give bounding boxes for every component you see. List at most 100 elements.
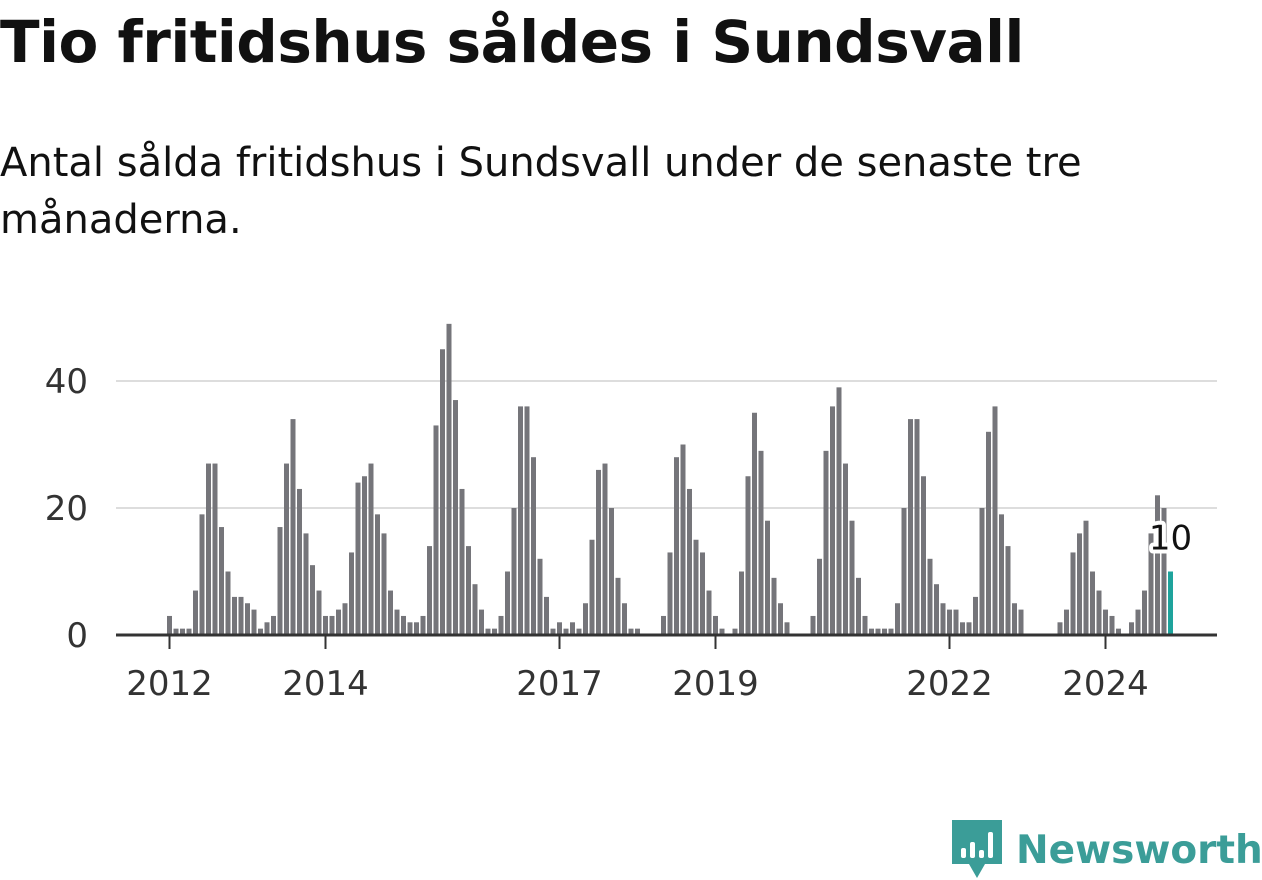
- bar: [667, 552, 673, 635]
- bar: [323, 615, 328, 635]
- bar: [1161, 508, 1167, 635]
- bar: [388, 590, 393, 635]
- bar: [1057, 622, 1063, 635]
- grid-lines: [116, 380, 1217, 509]
- bar: [940, 603, 946, 635]
- bar: [1077, 533, 1082, 635]
- bar: [511, 508, 517, 635]
- bar: [193, 590, 198, 635]
- bar: [349, 552, 354, 635]
- bar: [758, 450, 764, 635]
- bar: [446, 323, 452, 635]
- bar: [271, 615, 276, 635]
- bar: [732, 628, 738, 635]
- bar: [1148, 533, 1154, 635]
- bar: [479, 609, 484, 635]
- bar: [199, 514, 205, 635]
- bar: [375, 514, 380, 635]
- bar: [420, 615, 426, 635]
- bar: [810, 615, 816, 635]
- bar: [485, 628, 491, 635]
- bar: [960, 622, 965, 635]
- x-tick-label-2012: 2012: [126, 664, 213, 704]
- x-tick-label-2017: 2017: [516, 664, 603, 704]
- bar: [238, 596, 244, 635]
- bar-chart-speech-bubble-icon: [952, 820, 1002, 878]
- highlight-value-label: 10: [1149, 519, 1192, 559]
- bar: [622, 603, 627, 635]
- y-tick-label-20: 20: [45, 489, 88, 529]
- bar: [537, 558, 543, 635]
- bar: [856, 577, 861, 635]
- bar: [693, 539, 699, 635]
- bar: [1096, 590, 1102, 635]
- bar: [602, 463, 608, 635]
- bar: [180, 628, 185, 635]
- bar: [635, 628, 640, 635]
- bar: [1155, 495, 1160, 635]
- bar: [459, 488, 465, 635]
- bar: [277, 527, 283, 635]
- bar: [869, 628, 874, 635]
- bar: [206, 463, 211, 635]
- bar: [466, 546, 471, 635]
- bar: [745, 476, 751, 635]
- bar: [778, 603, 783, 635]
- bar: [394, 609, 400, 635]
- bar: [251, 609, 257, 635]
- bar: [440, 349, 445, 635]
- bar: [433, 425, 439, 635]
- bar: [843, 463, 848, 635]
- bar: [1135, 609, 1141, 635]
- bar: [706, 590, 712, 635]
- bar: [1103, 609, 1108, 635]
- bar: [167, 615, 172, 635]
- bar: [498, 615, 504, 635]
- y-tick-label-0: 0: [66, 616, 88, 656]
- x-tick-label-2014: 2014: [282, 664, 369, 704]
- bar: [862, 615, 868, 635]
- bar: [700, 552, 705, 635]
- bar: [1005, 546, 1011, 635]
- bar: [914, 419, 920, 635]
- bar: [414, 622, 419, 635]
- bar: [680, 444, 686, 635]
- bar: [687, 488, 692, 635]
- bar: [401, 615, 406, 635]
- bar: [1018, 609, 1024, 635]
- bar: [583, 603, 588, 635]
- bar: [258, 628, 263, 635]
- x-tick-label-2024: 2024: [1062, 664, 1149, 704]
- bar: [765, 520, 770, 635]
- bar: [518, 406, 523, 635]
- bar: [544, 596, 549, 635]
- bar: [1090, 571, 1095, 635]
- bar: [992, 406, 998, 635]
- bar: [953, 609, 959, 635]
- bar: [173, 628, 179, 635]
- bar: [342, 603, 348, 635]
- bar: [628, 628, 634, 635]
- x-tick-label-2019: 2019: [672, 664, 759, 704]
- bar: [823, 450, 829, 635]
- bar: [596, 469, 601, 635]
- bar: [836, 387, 842, 635]
- bar: [563, 628, 569, 635]
- bar: [966, 622, 972, 635]
- bar: [427, 546, 432, 635]
- bar: [615, 577, 621, 635]
- bar: [531, 457, 536, 635]
- bar: [921, 476, 926, 635]
- bar: [407, 622, 413, 635]
- bar: [589, 539, 595, 635]
- bar: [264, 622, 270, 635]
- bar: [947, 609, 952, 635]
- bar: [674, 457, 679, 635]
- bar: [609, 508, 614, 635]
- bar: [1109, 615, 1115, 635]
- bar: [492, 628, 497, 635]
- bar: [719, 628, 725, 635]
- bar: [1129, 622, 1134, 635]
